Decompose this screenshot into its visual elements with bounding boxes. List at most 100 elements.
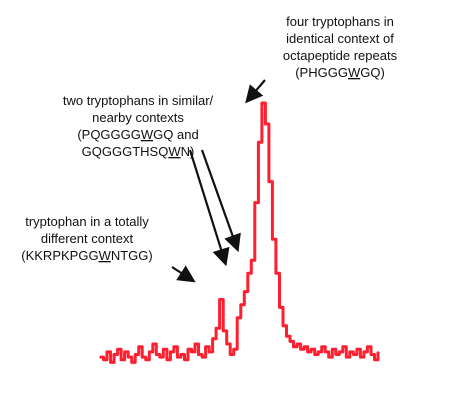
data-point	[173, 345, 175, 348]
annotation-sequence: (PQGGGGWGQ and	[77, 127, 198, 142]
arrows	[171, 79, 266, 283]
data-point	[254, 201, 256, 204]
seq-part: (PHGGG	[295, 65, 348, 80]
data-point	[225, 343, 228, 345]
data-point	[211, 338, 214, 340]
data-point	[99, 356, 101, 358]
data-point	[268, 180, 270, 183]
data-point	[109, 361, 112, 364]
annotation-line: nearby contexts	[92, 110, 184, 125]
data-point	[123, 351, 126, 353]
data-point	[352, 353, 355, 356]
data-point	[250, 259, 253, 262]
data-point	[324, 351, 327, 353]
seq-part: GQ and	[153, 127, 199, 142]
data-point	[327, 356, 330, 358]
data-point	[166, 359, 168, 361]
data-point	[113, 353, 115, 356]
data-point	[183, 359, 186, 361]
data-point	[106, 351, 108, 353]
data-point	[141, 356, 143, 358]
data-point	[120, 359, 122, 361]
annotation-four-tryptophans: four tryptophans in identical context of…	[283, 14, 398, 80]
annotation-sequence: (KKRPKPGGWNTGG)	[21, 248, 152, 263]
data-point	[356, 348, 358, 351]
seq-part: GQGGGTHSQ	[82, 144, 169, 159]
data-point	[257, 141, 260, 144]
annotation-two-tryptophans: two tryptophans in similar/ nearby conte…	[63, 93, 214, 159]
arrow-two-tryptophans-b	[200, 149, 241, 253]
annotation-line: two tryptophans in similar/	[63, 93, 214, 108]
seq-part: GQ)	[360, 65, 385, 80]
data-point	[292, 345, 295, 348]
data-point	[342, 345, 344, 348]
annotation-line: different context	[41, 231, 134, 246]
data-point	[289, 340, 291, 343]
data-point	[180, 353, 182, 356]
data-point	[320, 345, 323, 348]
seq-underlined: W	[348, 65, 361, 80]
data-point	[222, 330, 224, 332]
seq-part: (KKRPKPGG	[21, 248, 98, 263]
data-point	[130, 361, 133, 364]
annotation-sequence: GQGGGTHSQWN)	[82, 144, 195, 159]
data-point	[359, 356, 362, 358]
data-point	[306, 351, 309, 353]
data-point	[285, 335, 288, 338]
data-point	[349, 351, 351, 353]
data-point	[187, 348, 189, 351]
data-point	[261, 102, 263, 104]
data-point	[162, 348, 165, 351]
data-point	[208, 351, 210, 353]
data-point	[232, 348, 235, 351]
data-point	[243, 290, 246, 293]
data-point	[204, 345, 207, 348]
data-point	[275, 272, 277, 275]
data-point	[310, 348, 312, 351]
seq-part: NTGG)	[111, 248, 153, 263]
data-point	[102, 359, 105, 361]
data-point	[299, 348, 302, 351]
data-point	[148, 351, 151, 353]
data-point	[345, 356, 348, 358]
data-point	[363, 351, 365, 353]
data-point	[169, 351, 172, 353]
annotation-one-tryptophan: tryptophan in a totally different contex…	[21, 214, 152, 263]
data-point	[370, 353, 372, 356]
arrow-two-tryptophans-a	[188, 149, 230, 267]
seq-part: (PQGGGG	[77, 127, 141, 142]
data-point	[137, 345, 140, 348]
seq-underlined: W	[168, 144, 181, 159]
seq-underlined: W	[99, 248, 112, 263]
spectrum-trace	[100, 101, 380, 364]
data-point	[176, 356, 179, 358]
data-point	[331, 348, 334, 351]
data-point	[335, 353, 337, 356]
data-point	[247, 272, 249, 275]
data-point	[296, 343, 298, 345]
data-point	[159, 356, 161, 358]
data-point	[317, 351, 320, 353]
data-point	[197, 353, 200, 356]
data-point	[264, 123, 267, 125]
data-point	[236, 317, 238, 319]
data-point	[116, 348, 119, 351]
annotation-line: tryptophan in a totally	[25, 214, 149, 229]
data-point	[377, 351, 379, 353]
data-point	[366, 345, 369, 348]
data-point	[278, 306, 281, 309]
annotation-line: octapeptide repeats	[283, 48, 398, 63]
data-point	[218, 298, 221, 301]
data-point	[373, 359, 376, 361]
data-point	[190, 351, 193, 353]
data-point	[152, 343, 154, 345]
plot-area	[99, 101, 380, 364]
data-point	[282, 324, 284, 327]
annotation-line: four tryptophans in	[286, 14, 394, 29]
data-point	[144, 359, 147, 361]
data-point	[303, 345, 305, 348]
data-point	[229, 353, 231, 356]
data-point	[134, 353, 136, 356]
data-point	[215, 327, 217, 330]
